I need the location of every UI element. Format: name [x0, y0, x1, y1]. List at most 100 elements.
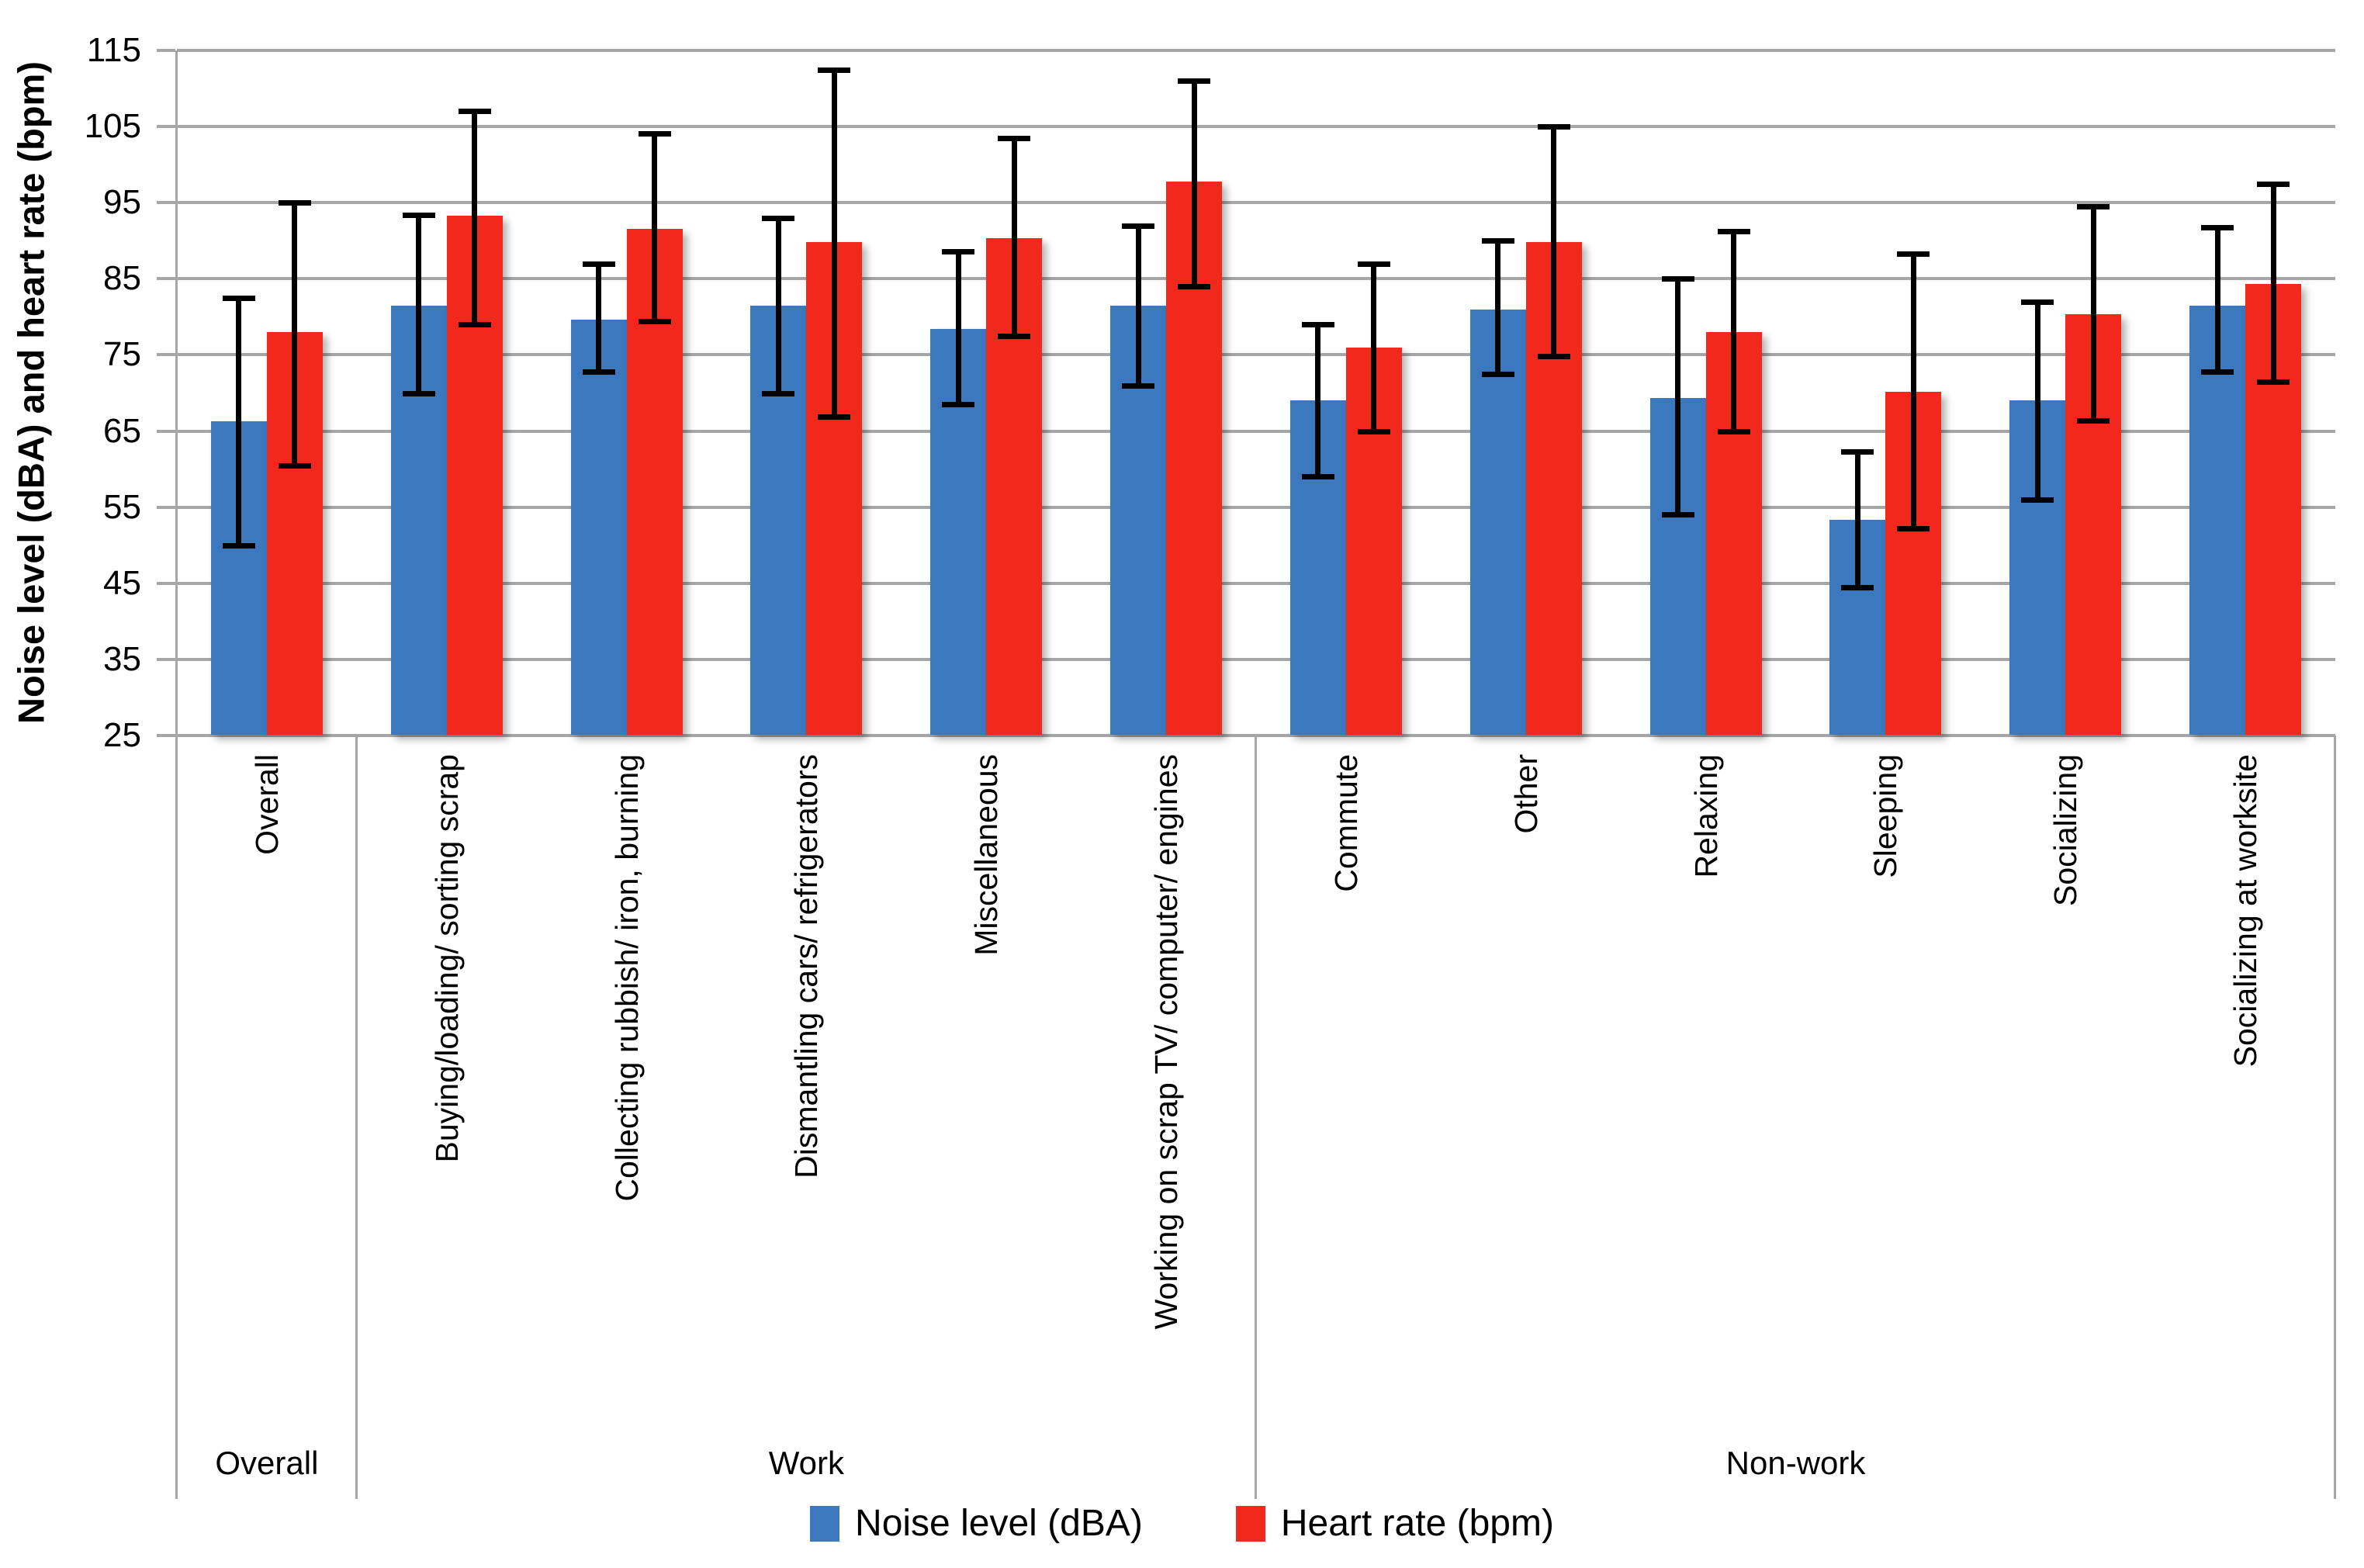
error-bar-cap-bottom-noise-9	[1841, 584, 1874, 590]
error-bar-cap-top-noise-5	[1122, 223, 1155, 229]
bar-noise-11	[2189, 305, 2246, 735]
x-category-label-4: Miscellaneous	[968, 754, 1004, 960]
error-bar-line-heart-rate-9	[1910, 253, 1916, 529]
y-axis-tick-85	[157, 277, 175, 281]
x-category-label-text-6: Commute	[1327, 754, 1364, 892]
y-axis-line	[175, 50, 178, 736]
error-bar-line-noise-8	[1675, 279, 1681, 515]
error-bar-line-noise-3	[775, 217, 781, 393]
x-category-label-text-10: Socializing	[2047, 754, 2084, 906]
error-bar-cap-top-heart-rate-9	[1897, 251, 1930, 257]
y-axis-tick-55	[157, 505, 175, 509]
group-label-overall: Overall	[215, 1445, 319, 1481]
error-bar-cap-top-heart-rate-5	[1178, 78, 1211, 85]
error-bar-cap-top-heart-rate-4	[998, 135, 1031, 141]
error-bar-cap-bottom-noise-2	[582, 369, 615, 376]
error-bar-cap-top-noise-10	[2021, 299, 2054, 305]
legend-swatch-noise-level	[810, 1505, 840, 1542]
x-category-label-text-8: Relaxing	[1687, 754, 1724, 878]
error-bar-cap-top-heart-rate-3	[818, 67, 851, 73]
x-category-label-text-9: Sleeping	[1867, 754, 1904, 878]
error-bar-cap-top-noise-7	[1481, 238, 1514, 244]
error-bar-cap-bottom-noise-8	[1661, 512, 1694, 518]
y-tick-label-115: 115	[86, 31, 141, 69]
gridline-115	[177, 49, 2335, 52]
error-bar-cap-bottom-noise-0	[222, 542, 255, 549]
x-category-label-text-11: Socializing at worksite	[2227, 754, 2264, 1068]
error-bar-line-noise-1	[416, 214, 422, 393]
gridline-65	[177, 429, 2335, 433]
error-bar-cap-top-noise-1	[402, 212, 435, 218]
y-axis-title: Noise level (dBA) and heart rate (bpm)	[10, 61, 52, 724]
legend: Noise level (dBA) Heart rate (bpm)	[0, 1502, 2364, 1545]
error-bar-cap-top-heart-rate-10	[2077, 204, 2110, 210]
error-bar-line-heart-rate-10	[2090, 206, 2096, 421]
error-bar-cap-top-heart-rate-0	[278, 200, 311, 206]
error-bar-line-heart-rate-11	[2270, 183, 2276, 382]
y-axis-tick-75	[157, 353, 175, 357]
error-bar-cap-bottom-heart-rate-3	[818, 414, 851, 420]
error-bar-line-noise-7	[1495, 241, 1501, 374]
category-separator-1	[355, 736, 358, 1499]
x-category-label-8: Relaxing	[1688, 754, 1724, 882]
error-bar-line-noise-2	[596, 263, 602, 372]
legend-swatch-heart-rate	[1235, 1505, 1265, 1542]
error-bar-cap-top-noise-9	[1841, 449, 1874, 455]
error-bar-line-heart-rate-1	[472, 111, 478, 325]
x-category-label-0: Overall	[249, 754, 285, 859]
error-bar-cap-top-noise-0	[222, 295, 255, 301]
x-category-label-text-1: Buying/loading/ sorting scrap	[428, 754, 465, 1163]
x-category-label-text-0: Overall	[248, 754, 285, 855]
error-bar-line-heart-rate-3	[831, 69, 837, 417]
error-bar-line-noise-4	[955, 251, 961, 405]
y-tick-label-55: 55	[103, 487, 141, 526]
error-bar-cap-top-heart-rate-2	[638, 130, 671, 137]
error-bar-cap-bottom-heart-rate-1	[458, 322, 491, 328]
category-separator-0	[175, 736, 178, 1499]
y-tick-label-95: 95	[103, 183, 141, 222]
y-tick-label-35: 35	[103, 639, 141, 678]
error-bar-cap-bottom-noise-6	[1301, 474, 1334, 480]
x-category-label-10: Socializing	[2047, 754, 2083, 910]
error-bar-cap-bottom-noise-7	[1481, 371, 1514, 377]
error-bar-line-heart-rate-6	[1371, 263, 1377, 431]
error-bar-cap-top-noise-8	[1661, 276, 1694, 282]
error-bar-cap-bottom-heart-rate-7	[1537, 354, 1570, 360]
y-axis-tick-95	[157, 201, 175, 205]
error-bar-line-heart-rate-0	[292, 202, 298, 466]
y-axis-tick-35	[157, 657, 175, 661]
x-category-label-text-4: Miscellaneous	[968, 754, 1005, 956]
x-category-label-text-3: Dismantling cars/ refrigerators	[788, 754, 825, 1179]
legend-label-heart-rate: Heart rate (bpm)	[1280, 1503, 1554, 1544]
error-bar-cap-top-heart-rate-7	[1537, 124, 1570, 130]
error-bar-line-noise-10	[2034, 301, 2040, 500]
y-tick-label-65: 65	[103, 411, 141, 450]
error-bar-cap-bottom-heart-rate-8	[1717, 428, 1750, 434]
error-bar-line-noise-0	[236, 297, 242, 545]
error-bar-cap-top-noise-4	[942, 249, 975, 254]
error-bar-cap-bottom-heart-rate-5	[1178, 284, 1211, 290]
bar-noise-7	[1469, 309, 1526, 735]
group-label-work: Work	[768, 1445, 845, 1481]
error-bar-line-heart-rate-5	[1191, 81, 1197, 287]
error-bar-line-noise-9	[1854, 452, 1860, 587]
error-bar-cap-bottom-noise-1	[402, 390, 435, 396]
y-axis-tick-65	[157, 429, 175, 433]
error-bar-cap-bottom-heart-rate-10	[2077, 417, 2110, 424]
group-label-non-work: Non-work	[1725, 1445, 1866, 1481]
error-bar-cap-top-heart-rate-8	[1717, 228, 1750, 234]
error-bar-cap-top-noise-11	[2201, 224, 2234, 230]
gridline-85	[177, 277, 2335, 281]
y-axis-tick-45	[157, 581, 175, 585]
legend-label-noise-level: Noise level (dBA)	[855, 1503, 1143, 1544]
y-tick-label-45: 45	[103, 563, 141, 602]
error-bar-cap-bottom-heart-rate-4	[998, 333, 1031, 339]
y-tick-label-85: 85	[103, 259, 141, 298]
error-bar-cap-bottom-noise-10	[2021, 497, 2054, 503]
error-bar-cap-bottom-heart-rate-0	[278, 462, 311, 469]
x-category-label-text-2: Collecting rubbish/ iron, burning	[608, 754, 645, 1202]
x-category-label-text-7: Other	[1507, 754, 1544, 834]
error-bar-line-noise-6	[1315, 324, 1321, 477]
x-category-label-3: Dismantling cars/ refrigerators	[788, 754, 824, 1182]
